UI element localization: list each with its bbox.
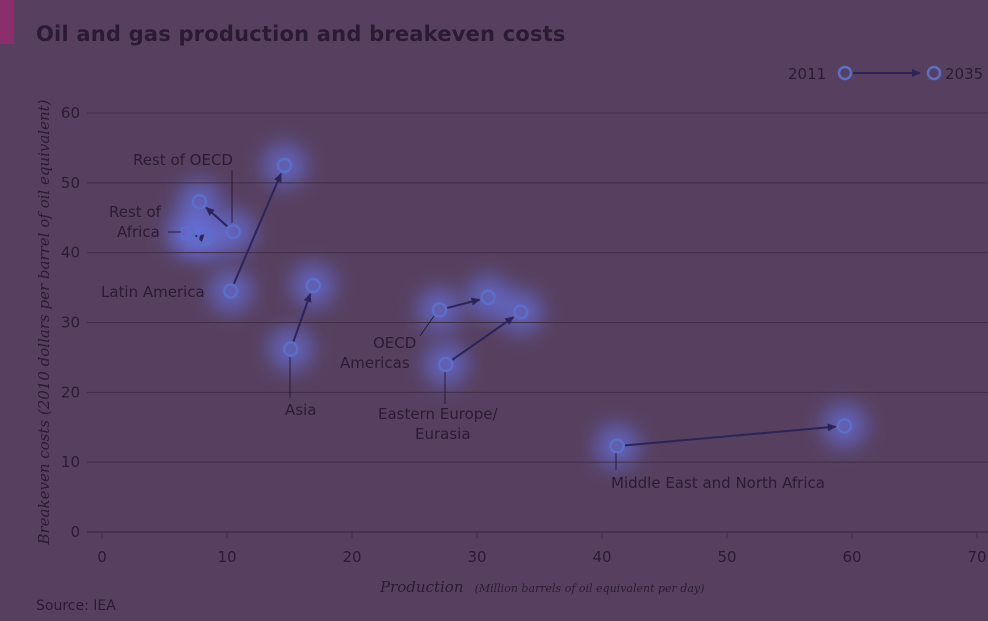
arrow-eastern-europe-eurasia [451, 316, 515, 361]
legend-start-label: 2011 [788, 65, 826, 83]
x-axis-title-unit: (Million barrels of oil equivalent per d… [475, 582, 705, 595]
x-tick-label-50: 50 [717, 548, 736, 566]
point-rest-of-africa-2011 [196, 230, 213, 247]
chart-title: Oil and gas production and breakeven cos… [36, 22, 566, 46]
label-oecd-americas-line1: OECD [373, 334, 416, 352]
label-rest-of-africa-line1: Rest of [109, 203, 162, 221]
label-asia: Asia [285, 401, 316, 419]
glow-middle-east-and-north-africa-end [822, 403, 867, 448]
label-oecd-americas-line2: Americas [340, 354, 410, 372]
legend-end-label: 2035 [945, 65, 983, 83]
label-eastern-europe-line1: Eastern Europe/ [378, 405, 499, 423]
point-latin-america-2011 [223, 283, 239, 299]
glow-asia-start [268, 327, 313, 372]
point-eastern-europe-eurasia-2011 [438, 356, 454, 373]
label-rest-of-oecd: Rest of OECD [133, 151, 233, 169]
x-tick-label-30: 30 [467, 548, 486, 566]
glow-middle-east-and-north-africa-start [595, 424, 639, 469]
x-tick-label-70: 70 [967, 548, 986, 566]
point-eastern-europe-eurasia-2035 [513, 304, 529, 320]
y-tick-label-60: 60 [61, 104, 80, 122]
point-middle-east-and-north-africa-2011 [609, 438, 625, 454]
glow-rest-of-africa-end [165, 211, 209, 256]
y-tick-label-10: 10 [61, 453, 80, 471]
x-axis-title-main: Production [379, 578, 463, 596]
y-axis-title-text: Breakeven costs (2010 dollars per barrel… [35, 99, 53, 545]
point-asia-2011 [283, 341, 299, 357]
glow-eastern-europe-eurasia-start [423, 342, 468, 387]
heat-glow-layer [165, 143, 867, 469]
legend-end-marker [926, 65, 942, 81]
point-oecd-americas-2035 [480, 289, 496, 306]
arrow-latin-america [232, 172, 282, 285]
arrow-rest-of-oecd [205, 206, 228, 228]
x-axis-title: Production (Million barrels of oil equiv… [379, 577, 704, 596]
glow-latin-america-end [262, 143, 307, 188]
glow-latin-america-start [208, 269, 253, 314]
x-tick-label-0: 0 [97, 548, 107, 566]
point-rest-of-oecd-2011 [225, 223, 241, 240]
y-tick-label-30: 30 [61, 314, 80, 332]
arrow-layer [194, 172, 837, 447]
arrow-asia [292, 293, 312, 342]
glow-oecd-americas-start [417, 287, 462, 332]
legend: 2011 2035 [788, 65, 983, 83]
y-tick-label-20: 20 [61, 383, 80, 401]
point-latin-america-2035 [276, 157, 293, 174]
y-axis-title: Breakeven costs (2010 dollars per barrel… [35, 99, 53, 545]
label-latin-america: Latin America [101, 283, 205, 301]
label-middle-east: Middle East and North Africa [611, 474, 825, 492]
glow-eastern-europe-eurasia-end [498, 290, 543, 335]
grid-layer: 0 10 20 30 40 50 60 0 10 20 30 40 50 60 70 [61, 104, 988, 566]
x-tick-label-60: 60 [842, 548, 861, 566]
x-tick-label-40: 40 [592, 548, 611, 566]
point-middle-east-and-north-africa-2035 [836, 418, 853, 434]
legend-start-marker [837, 65, 853, 81]
y-tick-label-40: 40 [61, 244, 80, 262]
point-rest-of-oecd-2035 [191, 193, 208, 210]
leader-oecd-americas [419, 315, 435, 337]
point-rest-of-africa-2035 [179, 225, 195, 241]
label-rest-of-africa-line2: Africa [117, 223, 160, 241]
label-eastern-europe-line2: Eurasia [415, 425, 471, 443]
source-note: Source: IEA [36, 598, 116, 614]
point-oecd-americas-2011 [431, 302, 448, 318]
marker-layer [179, 157, 853, 454]
point-asia-2035 [305, 277, 321, 294]
x-tick-label-20: 20 [342, 548, 361, 566]
y-tick-label-50: 50 [61, 174, 80, 192]
arrow-oecd-americas [446, 297, 481, 309]
x-tick-label-10: 10 [217, 548, 236, 566]
y-tick-label-0: 0 [70, 523, 80, 541]
arrow-middle-east-and-north-africa [624, 423, 837, 447]
accent-bar [0, 0, 14, 44]
series-labels: Rest of OECD Rest of Africa Latin Americ… [101, 151, 825, 492]
glow-asia-end [291, 263, 336, 308]
